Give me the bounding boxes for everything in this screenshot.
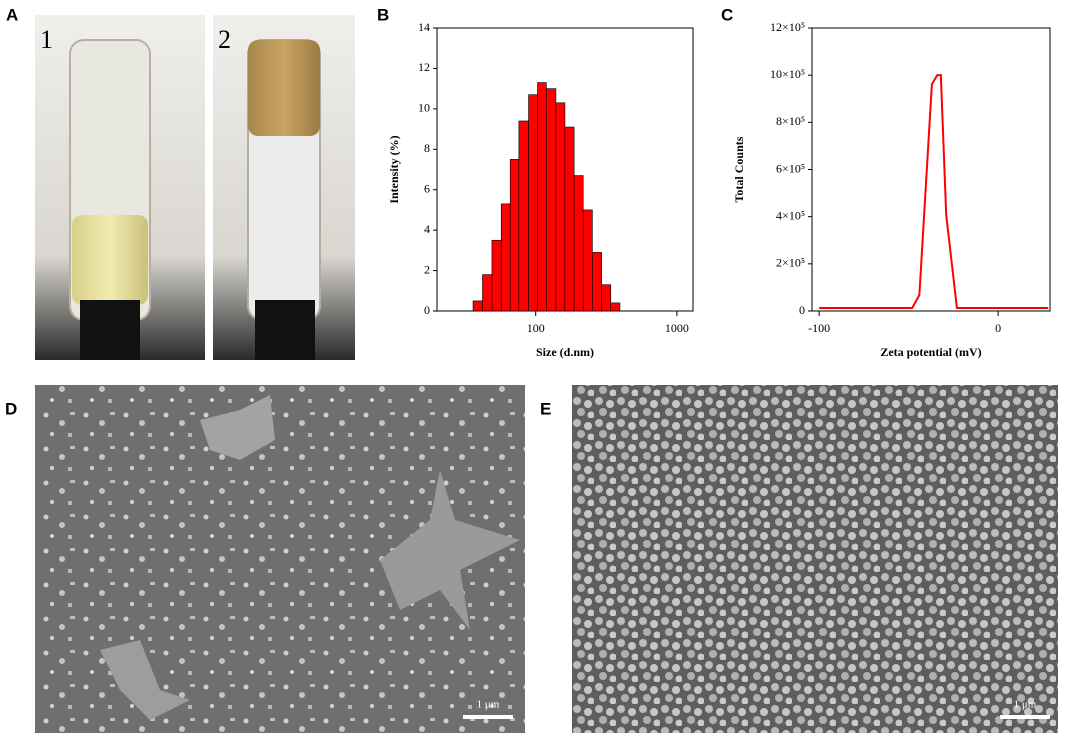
stand	[80, 300, 140, 360]
panel-label: E	[540, 399, 551, 418]
gel	[248, 40, 320, 136]
y-axis-title: Intensity (%)	[387, 135, 401, 203]
y-tick-label: 8	[424, 141, 430, 155]
bar	[528, 94, 538, 312]
y-tick-label: 14	[418, 20, 430, 34]
y-tick-label: 2	[424, 262, 430, 276]
tube-label: 2	[218, 25, 231, 54]
y-tick-label: 0	[799, 303, 805, 317]
plot-frame	[811, 27, 1051, 312]
scale-label: 1 μm	[1014, 699, 1037, 711]
bar	[601, 284, 612, 312]
scale-bar	[463, 715, 513, 719]
bar	[500, 203, 511, 312]
sem-image	[572, 385, 1058, 733]
x-axis-title: Size (d.nm)	[536, 345, 594, 359]
bar	[564, 126, 575, 312]
bar	[610, 302, 621, 312]
y-tick-label: 6	[424, 181, 430, 195]
sem-feature	[200, 395, 275, 460]
y-tick-label: 4	[424, 222, 430, 236]
panel-label: C	[721, 5, 733, 24]
liquid	[72, 215, 148, 305]
stand	[255, 300, 315, 360]
panel-label: A	[6, 5, 18, 24]
y-tick-label: 10×10⁵	[770, 67, 805, 81]
bar	[573, 175, 584, 312]
bar	[555, 102, 566, 312]
bar	[491, 239, 502, 312]
x-tick-label: 1000	[665, 321, 689, 335]
bar	[592, 252, 602, 312]
y-tick-label: 6×10⁵	[776, 161, 805, 175]
bar	[518, 120, 529, 312]
bar	[546, 88, 557, 312]
tube-label: 1	[40, 25, 53, 54]
y-tick-label: 2×10⁵	[776, 256, 805, 270]
y-tick-label: 12×10⁵	[770, 20, 805, 34]
panel-label: D	[5, 399, 17, 418]
y-tick-label: 0	[424, 303, 430, 317]
scale-label: 1 μm	[477, 699, 500, 711]
y-axis-title: Total Counts	[732, 136, 746, 202]
bar	[482, 274, 493, 312]
line	[819, 74, 1049, 310]
bar	[582, 209, 593, 312]
bar	[509, 159, 520, 312]
bar	[537, 82, 547, 312]
x-tick-label: -100	[808, 321, 830, 335]
scale-bar	[1000, 715, 1050, 719]
sem-feature	[380, 470, 520, 630]
bar	[472, 300, 483, 312]
y-tick-label: 10	[418, 101, 430, 115]
x-tick-label: 0	[995, 321, 1001, 335]
x-axis-title: Zeta potential (mV)	[880, 345, 981, 359]
panel-label: B	[377, 5, 389, 24]
x-tick-label: 100	[527, 321, 545, 335]
y-tick-label: 8×10⁵	[776, 114, 805, 128]
y-tick-label: 4×10⁵	[776, 208, 805, 222]
y-tick-label: 12	[418, 60, 430, 74]
sem-feature	[100, 640, 190, 720]
